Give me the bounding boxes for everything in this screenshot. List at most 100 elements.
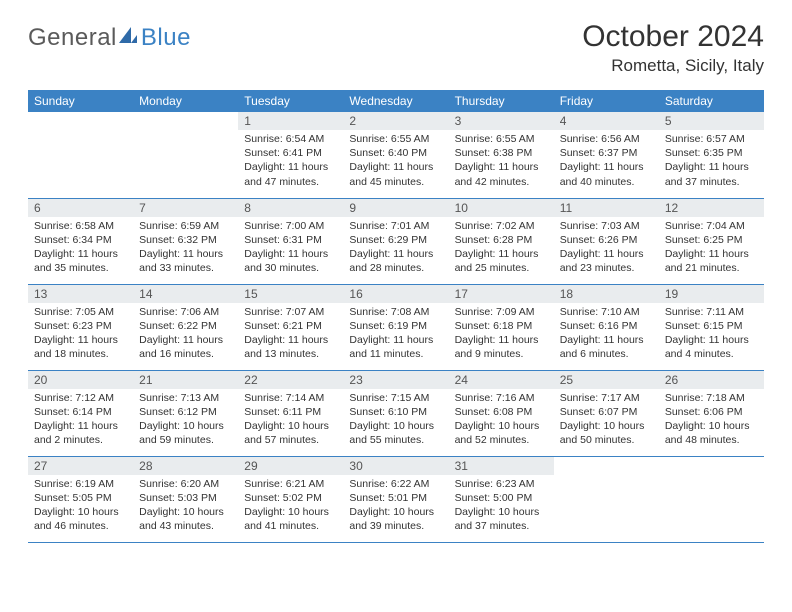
day-number: 13 — [28, 285, 133, 303]
day-cell: 4Sunrise: 6:56 AMSunset: 6:37 PMDaylight… — [554, 112, 659, 198]
calendar-week: 20Sunrise: 7:12 AMSunset: 6:14 PMDayligh… — [28, 370, 764, 456]
logo: General Blue — [28, 24, 191, 52]
calendar-week: 13Sunrise: 7:05 AMSunset: 6:23 PMDayligh… — [28, 284, 764, 370]
dow-header: Wednesday — [343, 90, 448, 112]
sunset-text: Sunset: 5:01 PM — [349, 491, 442, 505]
sunrise-text: Sunrise: 6:59 AM — [139, 219, 232, 233]
day-number: 27 — [28, 457, 133, 475]
day-number: 2 — [343, 112, 448, 130]
day-number: 23 — [343, 371, 448, 389]
day-details: Sunrise: 7:04 AMSunset: 6:25 PMDaylight:… — [659, 217, 764, 280]
sunrise-text: Sunrise: 7:04 AM — [665, 219, 758, 233]
day-number: 16 — [343, 285, 448, 303]
daylight-text: Daylight: 10 hours and 52 minutes. — [455, 419, 548, 447]
sunrise-text: Sunrise: 7:07 AM — [244, 305, 337, 319]
day-details: Sunrise: 6:58 AMSunset: 6:34 PMDaylight:… — [28, 217, 133, 280]
daylight-text: Daylight: 11 hours and 11 minutes. — [349, 333, 442, 361]
day-cell: 5Sunrise: 6:57 AMSunset: 6:35 PMDaylight… — [659, 112, 764, 198]
day-number: 29 — [238, 457, 343, 475]
sunset-text: Sunset: 6:15 PM — [665, 319, 758, 333]
sunrise-text: Sunrise: 7:06 AM — [139, 305, 232, 319]
day-number: 21 — [133, 371, 238, 389]
day-cell: 11Sunrise: 7:03 AMSunset: 6:26 PMDayligh… — [554, 198, 659, 284]
sunrise-text: Sunrise: 7:16 AM — [455, 391, 548, 405]
sunrise-text: Sunrise: 7:15 AM — [349, 391, 442, 405]
day-details: Sunrise: 6:20 AMSunset: 5:03 PMDaylight:… — [133, 475, 238, 538]
day-details: Sunrise: 6:22 AMSunset: 5:01 PMDaylight:… — [343, 475, 448, 538]
daylight-text: Daylight: 11 hours and 42 minutes. — [455, 160, 548, 188]
day-details: Sunrise: 7:08 AMSunset: 6:19 PMDaylight:… — [343, 303, 448, 366]
sunset-text: Sunset: 6:25 PM — [665, 233, 758, 247]
day-number: 19 — [659, 285, 764, 303]
day-number: 9 — [343, 199, 448, 217]
sunset-text: Sunset: 6:31 PM — [244, 233, 337, 247]
sunset-text: Sunset: 5:02 PM — [244, 491, 337, 505]
dow-header: Saturday — [659, 90, 764, 112]
day-number: 30 — [343, 457, 448, 475]
sunrise-text: Sunrise: 6:23 AM — [455, 477, 548, 491]
empty-day — [133, 112, 238, 198]
day-number: 25 — [554, 371, 659, 389]
day-details: Sunrise: 7:01 AMSunset: 6:29 PMDaylight:… — [343, 217, 448, 280]
daylight-text: Daylight: 10 hours and 48 minutes. — [665, 419, 758, 447]
sunset-text: Sunset: 6:32 PM — [139, 233, 232, 247]
sunrise-text: Sunrise: 6:55 AM — [349, 132, 442, 146]
day-cell: 16Sunrise: 7:08 AMSunset: 6:19 PMDayligh… — [343, 284, 448, 370]
day-details: Sunrise: 6:21 AMSunset: 5:02 PMDaylight:… — [238, 475, 343, 538]
day-number: 10 — [449, 199, 554, 217]
sunrise-text: Sunrise: 7:05 AM — [34, 305, 127, 319]
day-number: 7 — [133, 199, 238, 217]
sunrise-text: Sunrise: 6:54 AM — [244, 132, 337, 146]
sunset-text: Sunset: 6:41 PM — [244, 146, 337, 160]
day-details: Sunrise: 7:09 AMSunset: 6:18 PMDaylight:… — [449, 303, 554, 366]
sunset-text: Sunset: 5:05 PM — [34, 491, 127, 505]
day-number: 24 — [449, 371, 554, 389]
sunrise-text: Sunrise: 6:58 AM — [34, 219, 127, 233]
day-number: 8 — [238, 199, 343, 217]
daylight-text: Daylight: 10 hours and 59 minutes. — [139, 419, 232, 447]
sunrise-text: Sunrise: 6:22 AM — [349, 477, 442, 491]
day-cell: 13Sunrise: 7:05 AMSunset: 6:23 PMDayligh… — [28, 284, 133, 370]
calendar-week: 6Sunrise: 6:58 AMSunset: 6:34 PMDaylight… — [28, 198, 764, 284]
sunset-text: Sunset: 6:40 PM — [349, 146, 442, 160]
daylight-text: Daylight: 11 hours and 18 minutes. — [34, 333, 127, 361]
sunset-text: Sunset: 5:00 PM — [455, 491, 548, 505]
daylight-text: Daylight: 11 hours and 9 minutes. — [455, 333, 548, 361]
day-cell: 8Sunrise: 7:00 AMSunset: 6:31 PMDaylight… — [238, 198, 343, 284]
day-details: Sunrise: 7:05 AMSunset: 6:23 PMDaylight:… — [28, 303, 133, 366]
empty-day — [554, 456, 659, 542]
day-cell: 22Sunrise: 7:14 AMSunset: 6:11 PMDayligh… — [238, 370, 343, 456]
day-cell: 21Sunrise: 7:13 AMSunset: 6:12 PMDayligh… — [133, 370, 238, 456]
day-details: Sunrise: 7:06 AMSunset: 6:22 PMDaylight:… — [133, 303, 238, 366]
sunrise-text: Sunrise: 7:02 AM — [455, 219, 548, 233]
day-cell: 31Sunrise: 6:23 AMSunset: 5:00 PMDayligh… — [449, 456, 554, 542]
day-number: 11 — [554, 199, 659, 217]
sunset-text: Sunset: 6:26 PM — [560, 233, 653, 247]
daylight-text: Daylight: 11 hours and 40 minutes. — [560, 160, 653, 188]
dow-header: Thursday — [449, 90, 554, 112]
day-cell: 9Sunrise: 7:01 AMSunset: 6:29 PMDaylight… — [343, 198, 448, 284]
day-details: Sunrise: 6:55 AMSunset: 6:40 PMDaylight:… — [343, 130, 448, 193]
day-cell: 6Sunrise: 6:58 AMSunset: 6:34 PMDaylight… — [28, 198, 133, 284]
day-details: Sunrise: 6:55 AMSunset: 6:38 PMDaylight:… — [449, 130, 554, 193]
sunrise-text: Sunrise: 7:14 AM — [244, 391, 337, 405]
daylight-text: Daylight: 11 hours and 6 minutes. — [560, 333, 653, 361]
sunrise-text: Sunrise: 6:56 AM — [560, 132, 653, 146]
day-number: 5 — [659, 112, 764, 130]
sunset-text: Sunset: 6:29 PM — [349, 233, 442, 247]
daylight-text: Daylight: 11 hours and 23 minutes. — [560, 247, 653, 275]
day-details: Sunrise: 6:57 AMSunset: 6:35 PMDaylight:… — [659, 130, 764, 193]
day-cell: 10Sunrise: 7:02 AMSunset: 6:28 PMDayligh… — [449, 198, 554, 284]
logo-text-blue: Blue — [141, 24, 191, 52]
dow-header: Sunday — [28, 90, 133, 112]
sunrise-text: Sunrise: 6:19 AM — [34, 477, 127, 491]
day-number: 22 — [238, 371, 343, 389]
daylight-text: Daylight: 10 hours and 57 minutes. — [244, 419, 337, 447]
sunrise-text: Sunrise: 6:20 AM — [139, 477, 232, 491]
day-number: 18 — [554, 285, 659, 303]
daylight-text: Daylight: 11 hours and 45 minutes. — [349, 160, 442, 188]
daylight-text: Daylight: 11 hours and 21 minutes. — [665, 247, 758, 275]
day-number: 14 — [133, 285, 238, 303]
sunrise-text: Sunrise: 7:01 AM — [349, 219, 442, 233]
sunset-text: Sunset: 6:22 PM — [139, 319, 232, 333]
